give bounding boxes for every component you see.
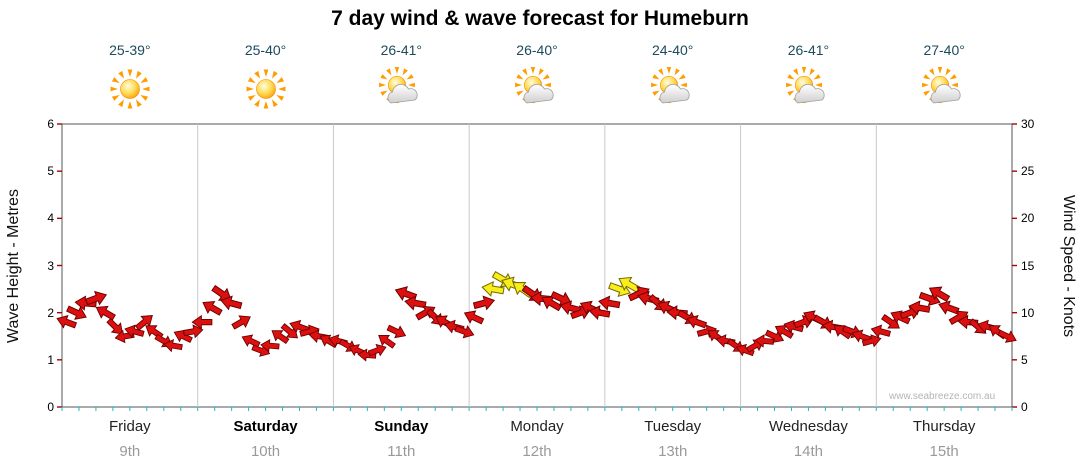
wind-arrow [774,325,794,339]
wave-height-tick-label: 6 [47,117,54,131]
date-label: 12th [522,443,552,460]
wind-arrow [559,300,582,315]
wind-speed-tick-label: 20 [1021,211,1035,226]
wind-arrow [271,330,290,345]
wind-arrow [890,310,911,325]
date-label: 15th [929,443,959,460]
wind-arrow [280,323,299,339]
wind-arrow [191,314,213,330]
wind-arrow [56,314,78,329]
wave-height-tick-label: 1 [47,352,54,367]
wave-height-tick-label: 2 [47,305,54,320]
temp-range: 25-40° [244,42,287,58]
wind-arrow [241,334,261,348]
wind-arrow [598,295,621,311]
date-label: 14th [793,443,824,460]
temp-range: 24-40° [652,42,694,58]
wind-arrow [289,319,310,334]
day-label: Sunday [374,418,429,435]
wind-speed-tick-label: 10 [1021,305,1035,320]
wind-arrow [231,315,251,330]
day-label: Wednesday [768,418,848,435]
wind-arrow [938,300,960,315]
plot-border [61,123,1013,408]
wave-height-tick-label: 4 [47,211,54,226]
wind-arrow [260,338,280,353]
wind-arrow [84,290,108,306]
date-label: 11th [387,443,416,460]
wind-arrow [404,295,427,311]
wave-height-tick-label: 5 [47,164,54,179]
wind-speed-tick-label: 30 [1021,117,1035,131]
wind-arrow [367,343,387,357]
wind-arrow [95,305,116,321]
wind-arrow [686,314,708,329]
temp-range: 26-40° [516,42,558,58]
date-label: 10th [250,443,281,460]
day-label: Saturday [233,418,298,435]
wind-speed-tick-label: 5 [1021,352,1028,367]
sun-cloud-icon [785,66,831,112]
wind-arrow [220,295,243,311]
wind-arrow [106,317,123,335]
wind-arrow [163,338,183,353]
wind-arrow [908,300,931,316]
wind-arrow [735,343,755,357]
wind-arrow [481,281,505,297]
wind-arrow [588,305,611,320]
wind-arrow [66,305,87,320]
temp-range: 26-41° [380,42,422,58]
wind-arrow [378,334,396,349]
temp-range: 26-41° [787,42,830,58]
wind-arrow [202,300,223,316]
day-label: Friday [109,418,151,435]
sun-icon [107,66,153,112]
wind-arrow [928,286,951,303]
sun-cloud-icon [921,66,967,112]
sun-icon [243,66,289,112]
wind-arrow [870,324,892,339]
day-label: Thursday [912,418,976,435]
wind-speed-tick-label: 25 [1021,164,1035,179]
wind-arrow [386,324,407,339]
wind-arrow [783,319,804,334]
temp-range: 27-40° [923,42,965,58]
wind-arrow [472,295,496,311]
wave-height-tick-label: 0 [47,400,54,414]
wind-arrow [394,286,418,301]
wind-arrow [173,329,193,343]
wind-speed-tick-label: 15 [1021,258,1035,273]
sun-cloud-icon [650,66,696,112]
wind-arrow [618,276,641,293]
watermark: www.seabreeze.com.au [889,391,996,402]
day-label: Tuesday [644,418,702,435]
wind-arrow [463,310,485,325]
day-label: Monday [510,418,564,435]
wind-arrow [124,324,145,339]
wind-arrow [861,334,882,348]
sun-cloud-icon [514,66,560,112]
sun-cloud-icon [378,66,424,112]
date-label: 9th [119,443,141,460]
wind-arrow [454,325,475,339]
wind-arrow [881,313,900,329]
wind-arrow [754,334,775,348]
temp-range: 25-39° [109,42,151,58]
wave-height-tick-label: 3 [47,258,54,273]
wind-arrow [134,314,153,331]
wind-arrow [183,324,204,339]
page-title: 7 day wind & wave forecast for Humeburn [331,7,749,30]
wind-arrow [851,329,872,343]
wind-speed-tick-label: 0 [1021,400,1028,414]
date-label: 13th [658,443,688,460]
wind-arrow [997,329,1017,343]
